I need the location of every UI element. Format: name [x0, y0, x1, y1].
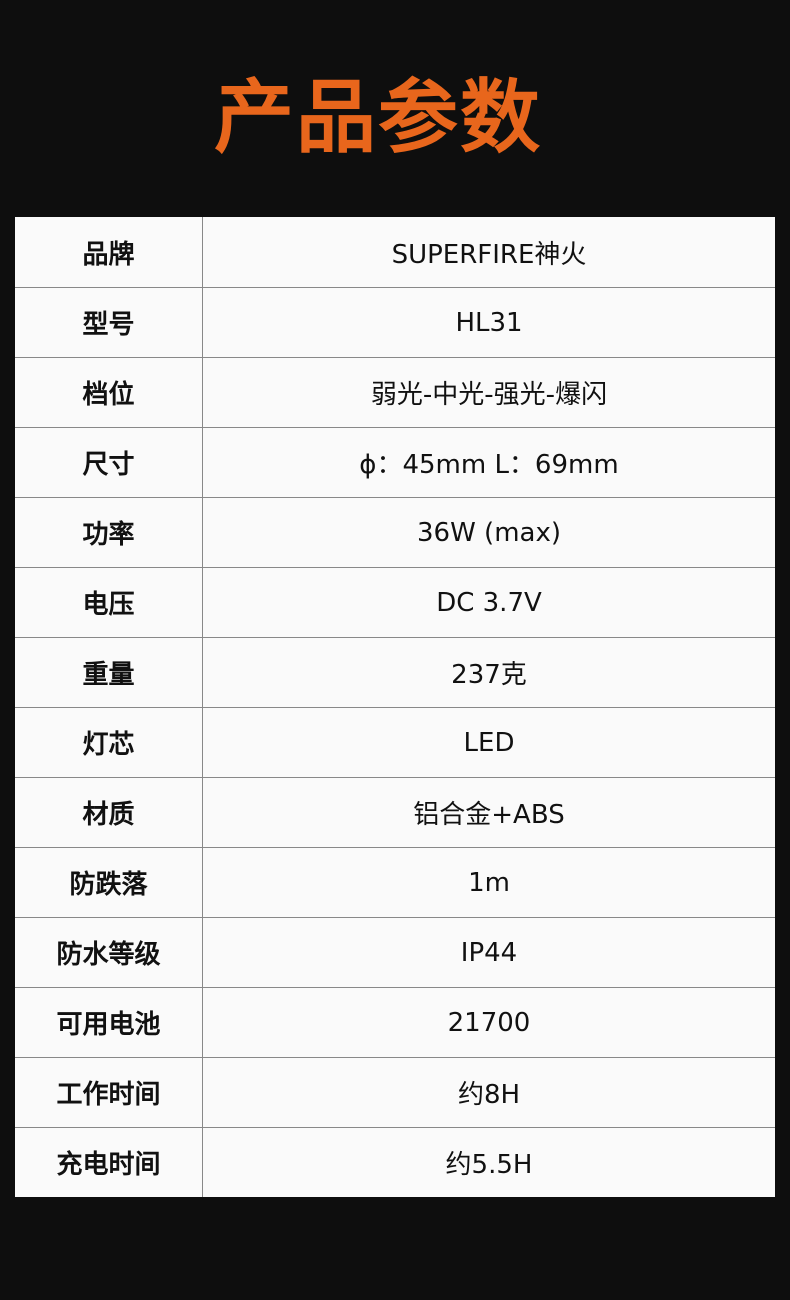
spec-value: 约8H	[202, 1057, 775, 1128]
spec-value: 弱光-中光-强光-爆闪	[202, 357, 775, 428]
spec-label: 工作时间	[15, 1057, 203, 1128]
spec-label: 品牌	[15, 217, 203, 288]
spec-row: 防水等级 IP44	[15, 917, 775, 988]
spec-label: 电压	[15, 567, 203, 638]
spec-value: 21700	[202, 987, 775, 1058]
spec-row: 灯芯 LED	[15, 707, 775, 778]
spec-row: 档位 弱光-中光-强光-爆闪	[15, 357, 775, 428]
spec-value: DC 3.7V	[202, 567, 775, 638]
spec-label: 型号	[15, 287, 203, 358]
spec-value: 237克	[202, 637, 775, 708]
spec-row: 材质 铝合金+ABS	[15, 777, 775, 848]
spec-value: SUPERFIRE神火	[391, 239, 587, 270]
spec-value: 36W (max)	[202, 497, 775, 568]
spec-value: LED	[202, 707, 775, 778]
spec-value: 铝合金+ABS	[202, 777, 775, 848]
spec-label: 重量	[15, 637, 203, 708]
spec-row: 尺寸 ϕ：45mm L：69mm	[15, 427, 775, 498]
spec-value: IP44	[202, 917, 775, 988]
spec-label: 可用电池	[15, 987, 203, 1058]
spec-row: 防跌落 1m	[15, 847, 775, 918]
spec-value: HL31	[202, 287, 775, 358]
spec-label: 尺寸	[15, 427, 203, 498]
spec-row: 工作时间 约8H	[15, 1057, 775, 1128]
spec-label: 材质	[15, 777, 203, 848]
spec-row: 电压 DC 3.7V	[15, 567, 775, 638]
spec-table: 品牌 SUPERFIRE神火型号 HL31 档位 弱光-中光-强光-爆闪 尺寸 ϕ：45mm…	[15, 217, 775, 1197]
spec-row: 功率 36W (max)	[15, 497, 775, 568]
spec-label: 充电时间	[15, 1127, 203, 1197]
spec-value: ϕ：45mm L：69mm	[202, 427, 775, 498]
page-title: 产品参数	[214, 71, 542, 164]
spec-row: 充电时间 约5.5H	[15, 1127, 775, 1197]
spec-label: 防跌落	[15, 847, 203, 918]
spec-row: 品牌 SUPERFIRE神火	[15, 217, 775, 288]
spec-label: 功率	[15, 497, 203, 568]
spec-row: 可用电池 21700	[15, 987, 775, 1058]
spec-value: 约5.5H	[202, 1127, 775, 1197]
spec-row: 重量 237克	[15, 637, 775, 708]
spec-row: 型号 HL31	[15, 287, 775, 358]
spec-value: 1m	[202, 847, 775, 918]
spec-label: 档位	[15, 357, 203, 428]
spec-label: 灯芯	[15, 707, 203, 778]
spec-label: 防水等级	[15, 917, 203, 988]
